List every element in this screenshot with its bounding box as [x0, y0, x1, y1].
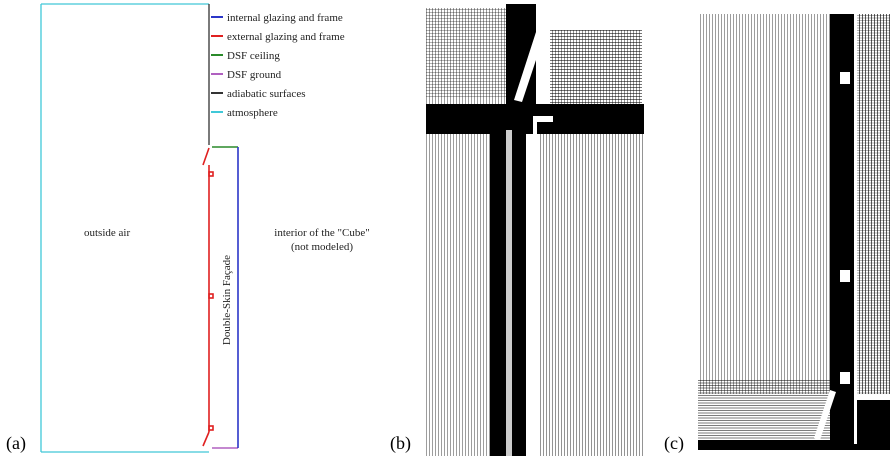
- interior-label-line2: (not modeled): [291, 241, 353, 253]
- legend-label: internal glazing and frame: [227, 12, 343, 24]
- external-glazing: [202, 147, 214, 447]
- interior-label-line1: interior of the "Cube": [274, 227, 369, 239]
- mesh-cavity-region: [540, 134, 644, 456]
- legend-label: external glazing and frame: [227, 31, 345, 43]
- legend-item: atmosphere: [211, 107, 278, 119]
- legend-item: adiabatic surfaces: [211, 88, 305, 100]
- atmosphere-boundary: [40, 3, 209, 453]
- legend-item: DSF ground: [211, 69, 282, 81]
- legend-item: internal glazing and frame: [211, 12, 343, 24]
- mesh-outside-region: [698, 14, 830, 394]
- external-glazing-slot: [814, 390, 836, 440]
- internal-glazing-slot: [854, 14, 857, 444]
- legend-item: DSF ceiling: [211, 50, 280, 62]
- panel-b-mesh: (b): [390, 4, 644, 456]
- legend: internal glazing and frame external glaz…: [211, 12, 345, 119]
- panel-c-caption: (c): [664, 433, 684, 454]
- legend-item: external glazing and frame: [211, 31, 345, 43]
- dsf-label: Double-Skin Façade: [221, 255, 233, 345]
- external-glazing-slot: [514, 32, 544, 102]
- panel-a-domain-schematic: internal glazing and frame external glaz…: [6, 3, 370, 454]
- legend-label: atmosphere: [227, 107, 278, 119]
- legend-label: DSF ceiling: [227, 50, 280, 62]
- legend-label: adiabatic surfaces: [227, 88, 305, 100]
- legend-label: DSF ground: [227, 69, 282, 81]
- panel-b-caption: (b): [390, 433, 411, 454]
- outside-air-label: outside air: [84, 227, 130, 239]
- panel-a-caption: (a): [6, 433, 26, 454]
- panel-c-mesh: (c): [664, 14, 890, 454]
- internal-glazing-slot: [533, 118, 537, 456]
